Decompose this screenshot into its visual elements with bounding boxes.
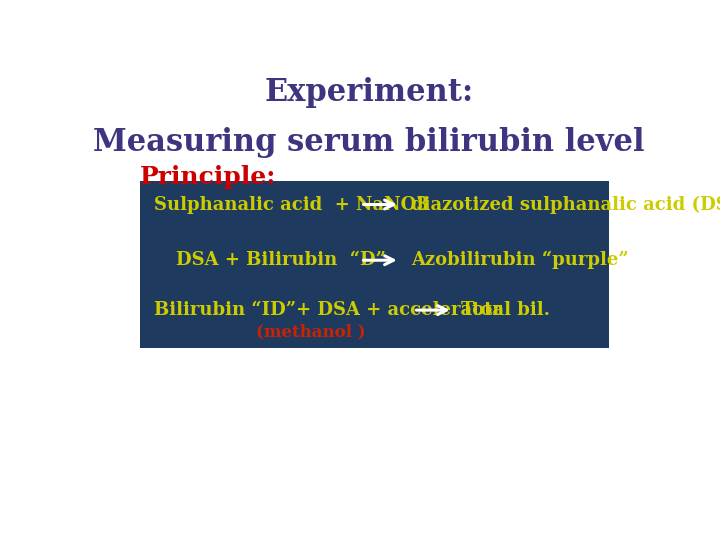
Text: Experiment:: Experiment: — [264, 77, 474, 109]
Text: (methanol ): (methanol ) — [256, 323, 365, 340]
Text: Principle:: Principle: — [140, 165, 276, 188]
Text: Bilirubin “ID”+ DSA + accelerator: Bilirubin “ID”+ DSA + accelerator — [154, 301, 502, 319]
Text: Total bil.: Total bil. — [461, 301, 550, 319]
Text: diazotized sulphanalic acid (DSA): diazotized sulphanalic acid (DSA) — [411, 195, 720, 214]
Text: DSA + Bilirubin  “D”: DSA + Bilirubin “D” — [176, 251, 387, 269]
Text: Azobilirubin “purple”: Azobilirubin “purple” — [411, 251, 629, 269]
Text: Measuring serum bilirubin level: Measuring serum bilirubin level — [94, 127, 644, 158]
FancyBboxPatch shape — [140, 181, 609, 348]
Text: Sulphanalic acid  + NaNO3: Sulphanalic acid + NaNO3 — [154, 195, 429, 213]
